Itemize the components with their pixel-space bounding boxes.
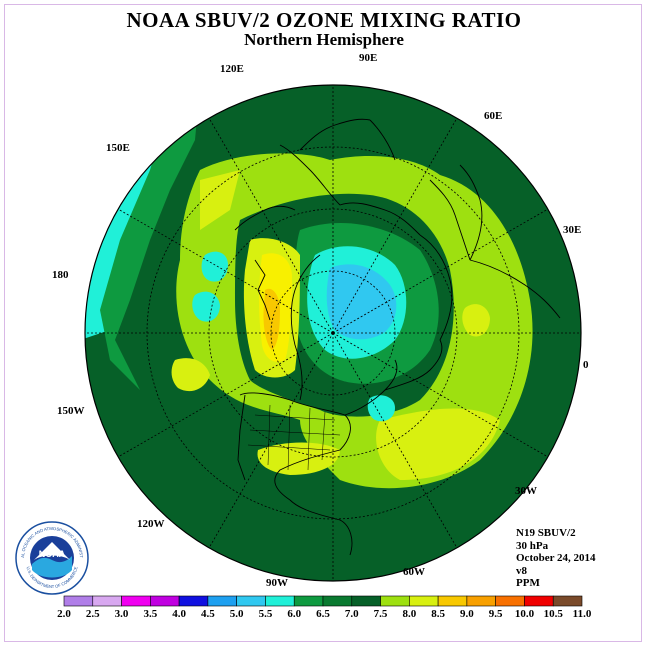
colorbar-swatch	[293, 595, 324, 607]
colorbar-swatch	[236, 595, 266, 607]
map-subtitle: Northern Hemisphere	[244, 30, 404, 49]
coastlines	[234, 118, 561, 556]
colorbar-tick-label: 7.0	[344, 608, 359, 620]
colorbar-swatch	[150, 595, 180, 607]
colorbar-tick-label: 6.5	[316, 608, 330, 620]
colorbar-tick-label: 4.0	[172, 608, 186, 620]
colorbar-tick-label: 2.5	[85, 608, 100, 620]
colorbar-tick-label: 7.5	[373, 608, 388, 620]
colorbar-tick-label: 5.0	[229, 608, 244, 620]
colorbar-tick-label: 4.5	[201, 608, 215, 620]
lon-label-0: 0	[583, 359, 589, 371]
logo-text: NOAA	[39, 549, 66, 559]
colorbar-tick-label: 11.0	[572, 608, 592, 620]
colorbar-tick-label: 8.0	[402, 608, 417, 620]
lon-label-150w: 150W	[57, 405, 85, 417]
map-title: NOAA SBUV/2 OZONE MIXING RATIO	[126, 8, 522, 32]
lon-label-60w: 60W	[403, 566, 425, 578]
ozone-field	[85, 85, 581, 581]
info-block: N19 SBUV/2 30 hPa October 24, 2014 v8 PP…	[516, 527, 596, 590]
colorbar-tick-label: 10.0	[514, 608, 535, 620]
colorbar-swatch	[322, 595, 353, 607]
state-borders	[247, 404, 341, 471]
colorbar-swatch	[552, 595, 583, 607]
colorbar-swatch	[63, 595, 94, 607]
colorbar-tick-label: 10.5	[543, 608, 563, 620]
colorbar-tick-label: 9.0	[460, 608, 474, 620]
lon-label-90w: 90W	[266, 577, 288, 589]
lon-label-180: 180	[52, 269, 69, 281]
lon-label-30e: 30E	[563, 224, 582, 236]
map-boundary	[84, 84, 582, 582]
figure-frame	[4, 4, 642, 642]
colorbar-tick-label: 6.0	[287, 608, 302, 620]
meridians	[85, 85, 581, 581]
lon-label-120w: 120W	[137, 518, 165, 530]
colorbar-swatch	[207, 595, 237, 607]
info-level: 30 hPa	[516, 539, 549, 552]
info-units: PPM	[516, 577, 540, 589]
lon-label-150e: 150E	[106, 142, 130, 154]
colorbar-swatch	[92, 595, 122, 607]
colorbar-swatch	[409, 595, 439, 607]
colorbar-tick-label: 2.0	[57, 608, 71, 620]
colorbar-swatch	[178, 595, 209, 607]
lon-label-30w: 30W	[515, 485, 537, 497]
colorbar-swatch	[495, 595, 525, 607]
lon-label-120e: 120E	[220, 63, 244, 75]
colorbar	[63, 595, 583, 607]
colorbar-swatch	[524, 595, 554, 607]
colorbar-tick-label: 5.5	[258, 608, 273, 620]
colorbar-swatch	[380, 595, 410, 607]
colorbar-swatch	[265, 595, 295, 607]
info-version: v8	[516, 564, 527, 577]
lon-label-60e: 60E	[484, 110, 503, 122]
colorbar-swatch	[437, 595, 468, 607]
colorbar-tick-label: 8.5	[431, 608, 445, 620]
colorbar-tick-label: 9.5	[488, 608, 503, 620]
colorbar-swatch	[351, 595, 381, 607]
colorbar-swatch	[121, 595, 151, 607]
lon-label-90e: 90E	[359, 52, 378, 64]
colorbar-tick-label: 3.5	[143, 608, 158, 620]
colorbar-tick-label: 3.0	[114, 608, 129, 620]
info-satellite: N19 SBUV/2	[516, 527, 576, 539]
info-date: October 24, 2014	[516, 552, 596, 564]
noaa-logo: NOAA NATIONAL OCEANIC AND ATMOSPHERIC AD…	[14, 520, 89, 595]
colorbar-swatch	[466, 595, 496, 607]
